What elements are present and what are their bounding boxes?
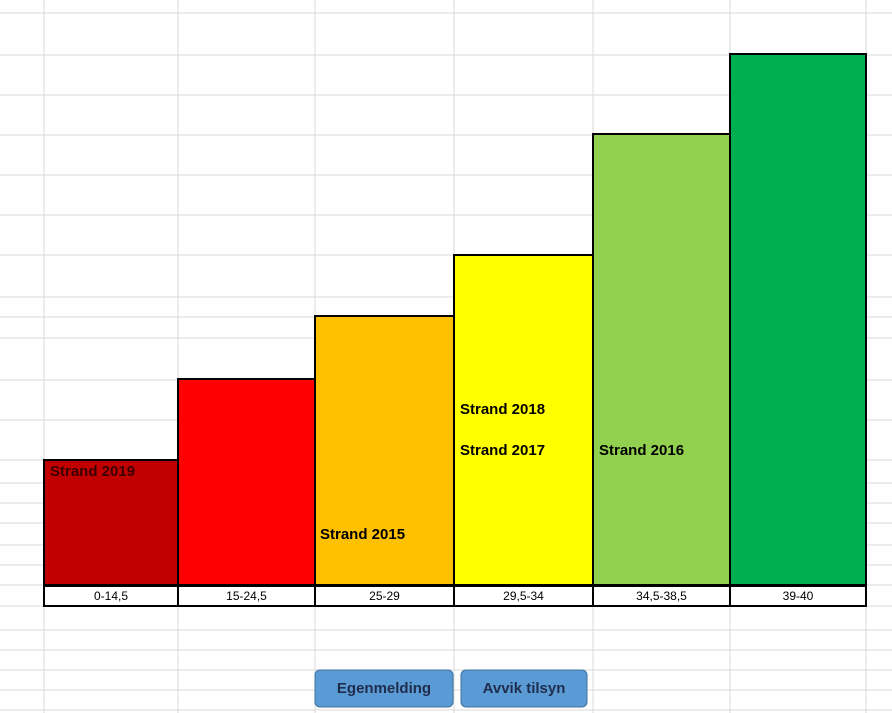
annotation: Strand 2019 (50, 463, 135, 480)
button[interactable] (314, 669, 454, 708)
column-label: 39-40 (783, 589, 814, 603)
label-cell (729, 585, 867, 607)
bar-shape (177, 378, 316, 586)
annotation: Strand 2018 (460, 401, 545, 418)
annotation: Strand 2015 (320, 526, 405, 543)
annotation: Strand 2017 (460, 442, 545, 459)
button[interactable] (460, 669, 588, 708)
bar-shape (729, 53, 867, 586)
column-label: 25-29 (369, 589, 400, 603)
annotation: Strand 2016 (599, 442, 684, 459)
column-label: 29,5-34 (503, 589, 544, 603)
bar-shape (453, 254, 594, 586)
bar-shape (592, 133, 731, 586)
button-label[interactable]: Avvik tilsyn (483, 680, 566, 697)
bar-shape (314, 315, 455, 586)
column-label: 15-24,5 (226, 589, 267, 603)
column-label: 0-14,5 (94, 589, 128, 603)
column-label: 34,5-38,5 (636, 589, 687, 603)
button-label[interactable]: Egenmelding (337, 680, 431, 697)
bar-shape (43, 459, 179, 586)
